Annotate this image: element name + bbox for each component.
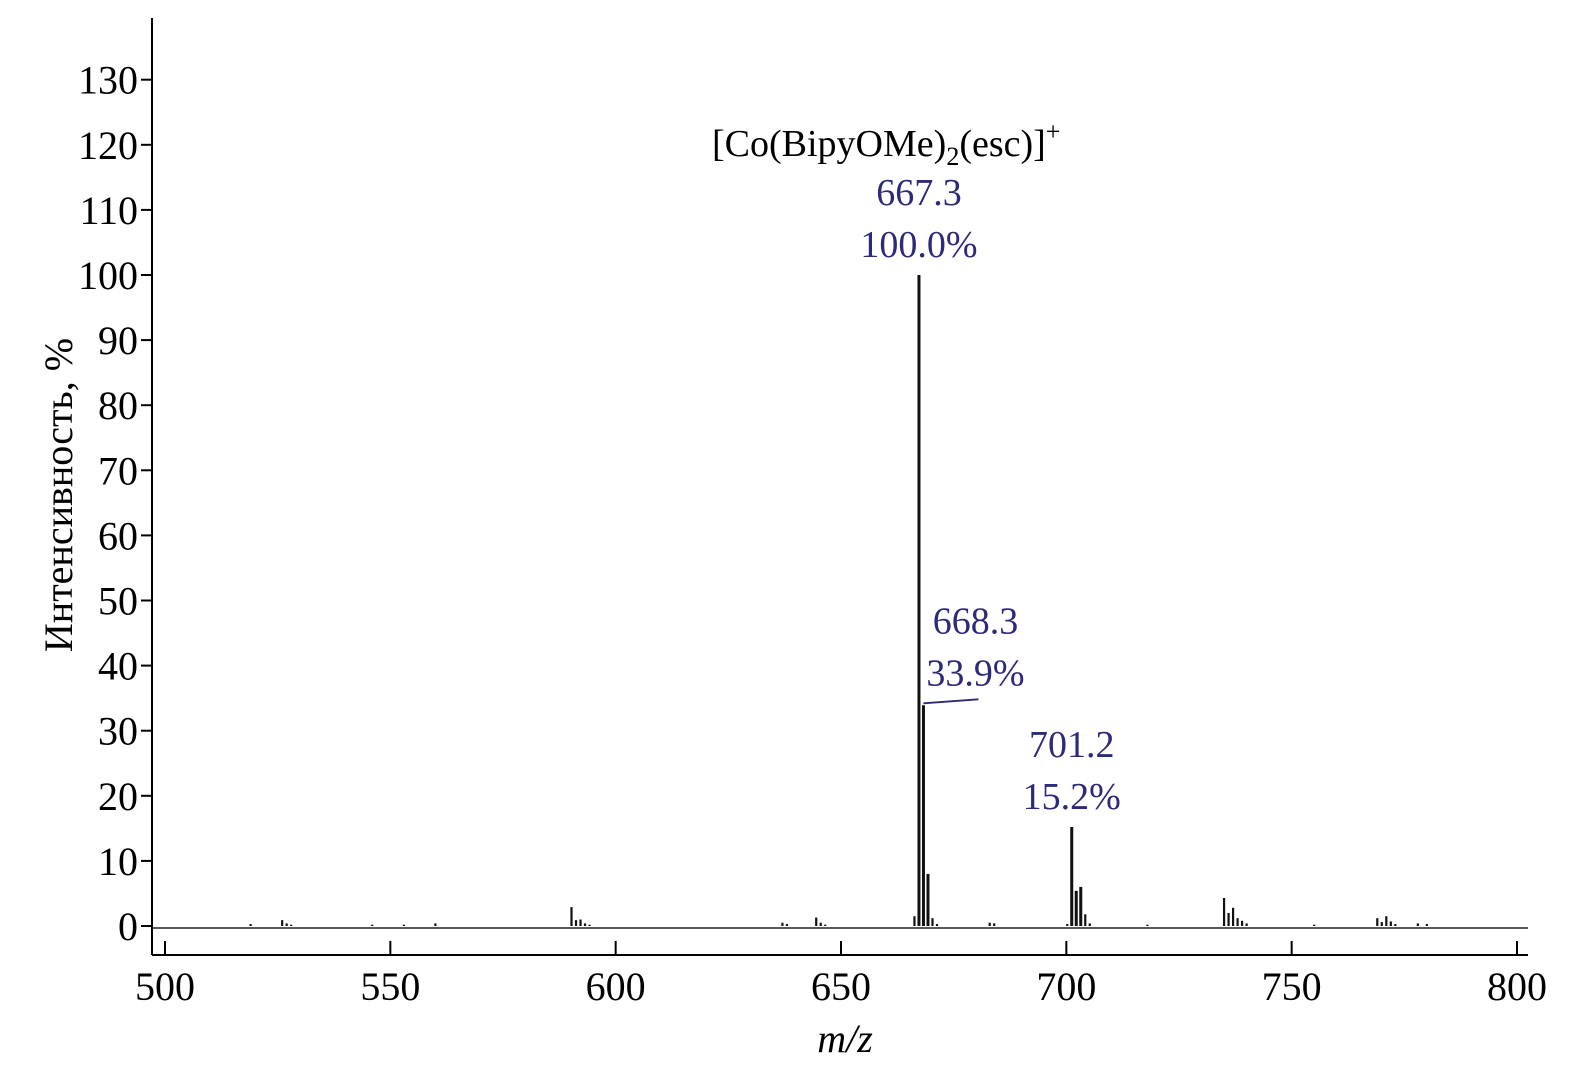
annotation-leader-line [923, 698, 979, 705]
y-tick-label: 30 [98, 709, 138, 754]
y-tick-label: 20 [98, 774, 138, 819]
y-axis-title: Интенсивность, % [36, 338, 81, 652]
y-tick-label: 80 [98, 383, 138, 428]
ion-label-subscript: 2 [946, 142, 959, 171]
ion-label-suffix: (esc)] [959, 123, 1045, 165]
y-tick-label: 100 [78, 253, 138, 298]
peak-annotation-mz: 701.2 [1029, 724, 1115, 766]
peak-annotation-intensity: 33.9% [926, 652, 1024, 694]
ion-label-superscript: + [1046, 117, 1061, 146]
peak-annotations: 667.3 100.0% 668.3 33.9%701.2 15.2% [860, 172, 1120, 818]
y-tick-label: 120 [78, 123, 138, 168]
peak-annotation-mz: 667.3 [876, 172, 962, 214]
x-tick-label: 800 [1487, 964, 1547, 1009]
ion-label-prefix: [Co(BipyOMe) [712, 123, 946, 165]
x-tick-label: 500 [135, 964, 195, 1009]
peaks [249, 275, 1428, 926]
y-tick-label: 110 [79, 188, 138, 233]
x-tick-label: 600 [586, 964, 646, 1009]
x-ticks: 500 550 600 650 700 750 800 [135, 941, 1547, 1009]
y-tick-label: 50 [98, 579, 138, 624]
ion-label: [Co(BipyOMe)2(esc)]+ [712, 117, 1060, 171]
y-tick-label: 130 [78, 58, 138, 103]
y-tick-label: 90 [98, 318, 138, 363]
peak-annotation-intensity: 15.2% [1023, 776, 1121, 818]
y-tick-label: 0 [118, 904, 138, 949]
peak-annotation-intensity: 100.0% [860, 224, 977, 266]
y-tick-label: 60 [98, 513, 138, 558]
x-tick-label: 550 [360, 964, 420, 1009]
x-axis-title: m/z [817, 1016, 873, 1061]
x-tick-label: 650 [811, 964, 871, 1009]
x-tick-label: 750 [1262, 964, 1322, 1009]
y-tick-label: 40 [98, 644, 138, 689]
y-ticks: 0 10 20 30 40 50 60 70 80 90 100 110 120 130 [78, 58, 152, 949]
peak-annotation-mz: 668.3 [933, 600, 1019, 642]
y-tick-label: 10 [98, 839, 138, 884]
y-tick-label: 70 [98, 448, 138, 493]
x-tick-label: 700 [1036, 964, 1096, 1009]
